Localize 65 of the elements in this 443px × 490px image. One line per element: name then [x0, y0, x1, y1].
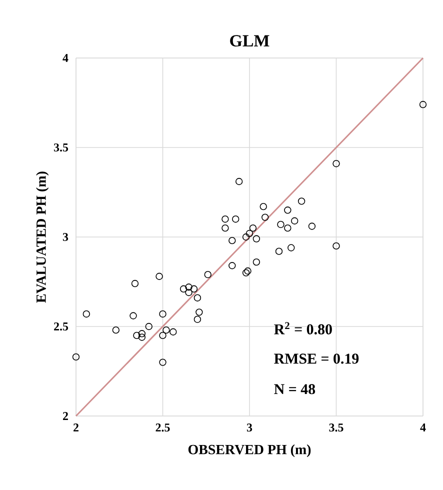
point [145, 322, 152, 330]
point [159, 358, 166, 366]
y-tick-label: 2.5 [54, 322, 68, 331]
point [242, 233, 250, 241]
point [138, 334, 146, 341]
x-axis-title: OBSERVED PH (m) [188, 444, 311, 458]
point [288, 244, 295, 252]
point [138, 330, 146, 338]
point [275, 248, 283, 255]
point [72, 353, 80, 361]
point [332, 242, 340, 250]
point [162, 326, 170, 334]
point [277, 220, 284, 228]
point [196, 308, 203, 316]
point [159, 332, 166, 340]
y-tick-label: 3.5 [54, 143, 68, 152]
y-tick-label: 2 [63, 412, 68, 420]
point [228, 262, 236, 270]
point [190, 285, 198, 292]
point [235, 178, 243, 186]
point [194, 316, 202, 323]
point [244, 267, 252, 275]
annotation: RMSE = 0.19 [274, 354, 359, 364]
x-tick-label: 4 [420, 424, 426, 432]
y-tick-label: 3 [62, 232, 68, 241]
point [194, 294, 202, 302]
point [242, 269, 250, 276]
chart-title: GLM [230, 35, 270, 47]
annotation: N = 48 [274, 384, 316, 394]
y-tick-label: 4 [62, 54, 68, 62]
x-tick-label: 3.5 [329, 424, 344, 432]
point [298, 198, 306, 205]
point [332, 160, 340, 168]
point [252, 235, 260, 242]
point [185, 288, 192, 296]
x-tick-label: 3 [246, 424, 252, 432]
point [131, 280, 139, 288]
point [156, 272, 163, 280]
point [112, 326, 120, 334]
point [133, 332, 140, 340]
point [82, 310, 90, 318]
point [291, 217, 298, 224]
point [260, 202, 267, 210]
point [130, 312, 137, 320]
point [185, 284, 192, 291]
point [180, 285, 188, 292]
point [419, 100, 427, 108]
point [249, 224, 257, 232]
point [232, 215, 240, 223]
point [284, 206, 292, 214]
point [204, 270, 212, 278]
y-axis-title: EVALUATED PH (m) [36, 172, 49, 303]
x-tick-label: 2.5 [156, 424, 170, 432]
point [228, 236, 236, 244]
point [308, 222, 316, 230]
point [284, 224, 292, 232]
point [246, 230, 254, 238]
point [159, 310, 166, 318]
point [222, 215, 229, 223]
x-tick-label: 2 [74, 424, 78, 432]
point [252, 258, 260, 266]
point [170, 328, 177, 336]
annotation: R$^{2}$ = 0.80 [274, 322, 332, 334]
point [222, 224, 229, 232]
point [262, 214, 269, 221]
